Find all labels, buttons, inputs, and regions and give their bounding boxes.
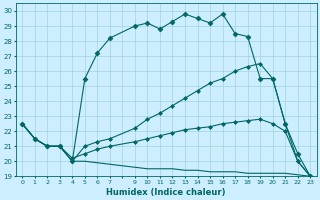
X-axis label: Humidex (Indice chaleur): Humidex (Indice chaleur) [107, 188, 226, 197]
